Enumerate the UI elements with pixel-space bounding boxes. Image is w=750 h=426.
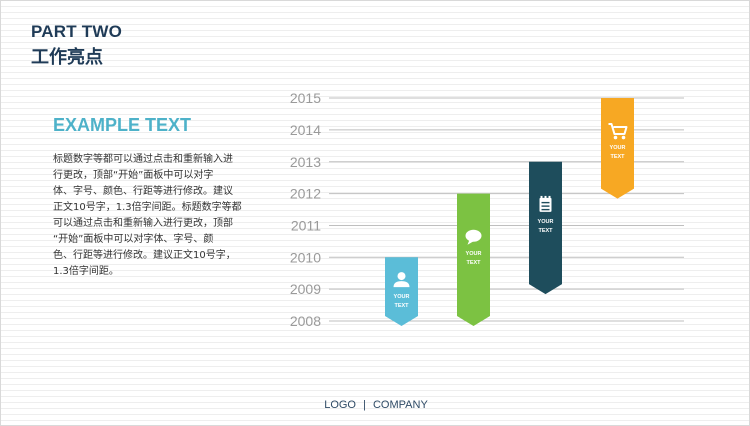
section-subtitle: 工作亮点 — [31, 47, 103, 67]
part-title: PART TWO — [31, 22, 122, 41]
y-tick-label: 2009 — [290, 281, 321, 297]
bar-label: TEXT — [538, 228, 553, 234]
bar-label: YOUR — [394, 294, 410, 300]
timeline-bar — [385, 257, 418, 326]
y-tick-label: 2015 — [290, 90, 321, 106]
notepad-icon — [539, 195, 552, 212]
y-tick-label: 2008 — [290, 313, 321, 329]
bar-label: TEXT — [394, 303, 409, 309]
bar-label: TEXT — [466, 260, 481, 266]
footer-separator: | — [363, 399, 366, 411]
footer: LOGO | COMPANY — [1, 399, 749, 411]
y-tick-label: 2011 — [291, 217, 321, 233]
y-tick-label: 2010 — [290, 249, 321, 265]
bar-label: YOUR — [466, 251, 482, 257]
y-tick-label: 2012 — [290, 186, 321, 202]
user-icon — [393, 272, 410, 288]
y-tick-label: 2014 — [290, 122, 321, 138]
bar-label: TEXT — [610, 154, 625, 160]
shopping-cart-icon — [608, 123, 628, 140]
timeline-bar — [457, 193, 490, 326]
body-text: 标题数字等都可以通过点击和重新输入进 行更改，顶部“开始”面板中可以对字 体、字… — [53, 154, 242, 277]
timeline-bar — [529, 161, 562, 295]
footer-logo: LOGO — [324, 399, 356, 411]
y-tick-label: 2013 — [290, 154, 321, 170]
example-title: EXAMPLE TEXT — [53, 115, 192, 135]
bar-label: YOUR — [538, 219, 554, 225]
chat-bubble-icon — [465, 229, 482, 245]
bar-label: YOUR — [610, 145, 626, 151]
footer-company: COMPANY — [372, 399, 428, 411]
